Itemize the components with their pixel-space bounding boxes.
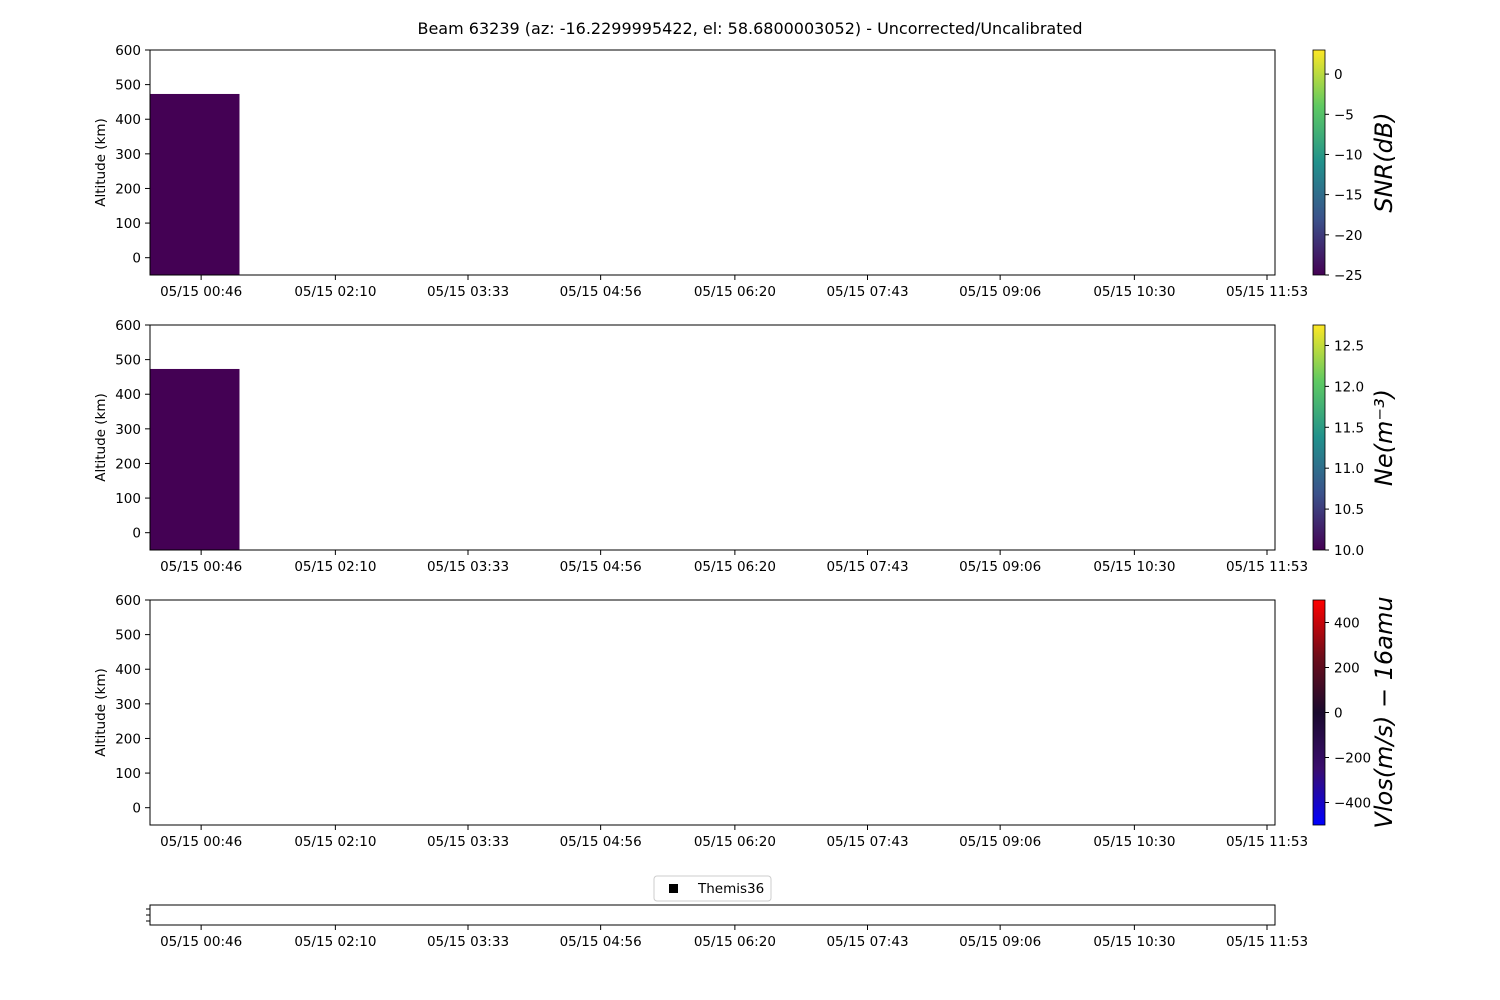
- y-tick-label: 200: [115, 456, 141, 472]
- colorbar-label: Ne(m⁻³): [1370, 389, 1398, 486]
- y-tick-label: 200: [115, 731, 141, 747]
- heatmap-cell: [150, 368, 240, 550]
- x-tick-label: 05/15 03:33: [427, 934, 509, 950]
- y-tick-label: 400: [115, 387, 141, 403]
- x-tick-label: 05/15 06:20: [694, 559, 776, 575]
- x-tick-label: 05/15 02:10: [294, 559, 376, 575]
- heatmap-cell: [150, 93, 240, 275]
- x-tick-label: 05/15 04:56: [560, 284, 642, 300]
- colorbar-tick-label: 10.5: [1334, 502, 1364, 518]
- x-tick-label: 05/15 06:20: [694, 934, 776, 950]
- colorbar: [1312, 599, 1326, 826]
- x-tick-label: 05/15 10:30: [1093, 834, 1175, 850]
- y-tick-label: 100: [115, 491, 141, 507]
- colorbar-tick-label: −200: [1334, 751, 1371, 767]
- y-tick-label: 400: [115, 662, 141, 678]
- y-tick-label: 100: [115, 216, 141, 232]
- y-tick-label: 600: [115, 593, 141, 609]
- axes-frame: [149, 904, 1276, 926]
- x-tick-label: 05/15 00:46: [160, 284, 242, 300]
- x-tick-label: 05/15 07:43: [826, 559, 908, 575]
- x-tick-label: 05/15 09:06: [959, 284, 1041, 300]
- y-tick-label: 500: [115, 78, 141, 94]
- x-tick-label: 05/15 11:53: [1226, 284, 1308, 300]
- colorbar-tick-label: 400: [1334, 616, 1360, 632]
- y-tick-label: 300: [115, 697, 141, 713]
- y-axis-label: Altitude (km): [93, 118, 109, 207]
- y-tick-label: 0: [132, 526, 141, 542]
- ne-panel: 05/15 00:46 05/15 02:10 05/15 03:33 05/15 0…: [93, 318, 1398, 575]
- y-tick-label: 500: [115, 628, 141, 644]
- colorbar: [1312, 49, 1326, 276]
- x-tick-label: 05/15 06:20: [694, 834, 776, 850]
- x-tick-label: 05/15 07:43: [826, 834, 908, 850]
- colorbar-label: SNR(dB): [1370, 112, 1398, 212]
- colorbar-tick-label: 12.0: [1334, 379, 1364, 395]
- colorbar-tick-label: 0: [1334, 706, 1343, 722]
- colorbar-tick-label: 12.5: [1334, 338, 1364, 354]
- x-tick-label: 05/15 00:46: [160, 559, 242, 575]
- events-panel: 05/15 00:46 05/15 02:10 05/15 03:33 05/15 0…: [146, 904, 1308, 950]
- x-tick-label: 05/15 04:56: [560, 934, 642, 950]
- x-tick-label: 05/15 09:06: [959, 934, 1041, 950]
- x-tick-label: 05/15 09:06: [959, 559, 1041, 575]
- colorbar-tick-label: −400: [1334, 796, 1371, 812]
- y-tick-label: 400: [115, 112, 141, 128]
- colorbar-label: Vlos(m/s) − 16amu: [1370, 596, 1398, 828]
- axes-frame: [149, 599, 1276, 826]
- x-tick-label: 05/15 03:33: [427, 559, 509, 575]
- x-tick-label: 05/15 10:30: [1093, 284, 1175, 300]
- legend-label: Themis36: [697, 881, 764, 897]
- x-tick-label: 05/15 00:46: [160, 934, 242, 950]
- x-tick-label: 05/15 04:56: [560, 834, 642, 850]
- y-tick-label: 600: [115, 43, 141, 59]
- colorbar-tick-label: −5: [1334, 107, 1354, 123]
- y-tick-label: 0: [132, 801, 141, 817]
- x-tick-label: 05/15 11:53: [1226, 559, 1308, 575]
- colorbar-tick-label: 10.0: [1334, 543, 1364, 559]
- x-tick-label: 05/15 03:33: [427, 284, 509, 300]
- axes-frame: [149, 324, 1276, 551]
- y-tick-label: 500: [115, 353, 141, 369]
- snr-panel: 05/15 00:46 05/15 02:10 05/15 03:33 05/15 0…: [93, 43, 1398, 300]
- y-tick-label: 200: [115, 181, 141, 197]
- colorbar-tick-label: 0: [1334, 67, 1343, 83]
- colorbar-tick-label: −20: [1334, 228, 1363, 244]
- x-tick-label: 05/15 04:56: [560, 559, 642, 575]
- x-tick-label: 05/15 10:30: [1093, 934, 1175, 950]
- x-tick-label: 05/15 06:20: [694, 284, 776, 300]
- colorbar: [1312, 324, 1326, 551]
- x-tick-label: 05/15 03:33: [427, 834, 509, 850]
- y-tick-label: 300: [115, 147, 141, 163]
- legend: Themis36: [653, 875, 772, 902]
- x-tick-label: 05/15 07:43: [826, 934, 908, 950]
- colorbar-tick-label: −25: [1334, 268, 1363, 284]
- legend-box: [653, 875, 772, 902]
- colorbar-tick-label: −15: [1334, 188, 1363, 204]
- y-tick-label: 0: [132, 251, 141, 267]
- colorbar-tick-label: 11.0: [1334, 461, 1364, 477]
- x-tick-label: 05/15 00:46: [160, 834, 242, 850]
- y-tick-label: 600: [115, 318, 141, 334]
- x-tick-label: 05/15 09:06: [959, 834, 1041, 850]
- vlos-panel: 05/15 00:46 05/15 02:10 05/15 03:33 05/15 0…: [93, 593, 1398, 850]
- figure-title: Beam 63239 (az: -16.2299995422, el: 58.6…: [417, 19, 1082, 38]
- y-axis-label: Altitude (km): [93, 393, 109, 482]
- axes-frame: [149, 49, 1276, 276]
- colorbar-tick-label: −10: [1334, 147, 1363, 163]
- x-tick-label: 05/15 02:10: [294, 934, 376, 950]
- x-tick-label: 05/15 11:53: [1226, 934, 1308, 950]
- x-tick-label: 05/15 10:30: [1093, 559, 1175, 575]
- y-tick-label: 300: [115, 422, 141, 438]
- colorbar-tick-label: 11.5: [1334, 420, 1364, 436]
- x-tick-label: 05/15 02:10: [294, 284, 376, 300]
- y-axis-label: Altitude (km): [93, 668, 109, 757]
- x-tick-label: 05/15 02:10: [294, 834, 376, 850]
- legend-marker: [669, 884, 678, 893]
- y-tick-label: 100: [115, 766, 141, 782]
- colorbar-tick-label: 200: [1334, 661, 1360, 677]
- x-tick-label: 05/15 07:43: [826, 284, 908, 300]
- x-tick-label: 05/15 11:53: [1226, 834, 1308, 850]
